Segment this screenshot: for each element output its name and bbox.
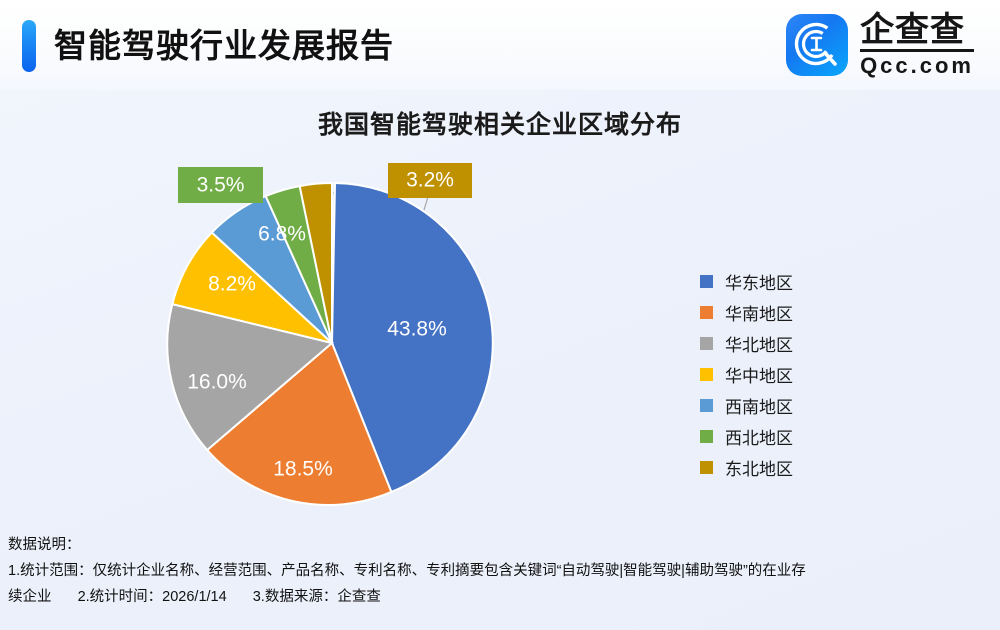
qcc-q-logo-icon	[786, 14, 849, 76]
pie-slice-huabei[interactable]	[166, 302, 335, 452]
legend-swatch-icon	[700, 430, 713, 443]
legend-item-label: 华北地区	[725, 336, 793, 355]
legend-item-label: 西北地区	[725, 429, 793, 448]
legend-item-huabei[interactable]: 华北地区	[700, 328, 900, 359]
chart-legend: 华东地区 华南地区 华北地区 华中地区 西南地区 西北地区 东北地区	[700, 266, 900, 483]
footnote-line-2: 续企业 2.统计时间：2026/1/14 3.数据来源：企查查	[8, 584, 992, 610]
legend-item-xinan[interactable]: 西南地区	[700, 390, 900, 421]
legend-item-label: 东北地区	[725, 460, 793, 479]
legend-item-label: 华中地区	[725, 367, 793, 386]
footnote: 数据说明： 1.统计范围：仅统计企业名称、经营范围、产品名称、专利名称、专利摘要…	[8, 532, 992, 610]
pie-slice-dongbei[interactable]	[298, 181, 333, 344]
brand-name-cn: 企查查	[860, 13, 974, 52]
legend-item-label: 华东地区	[725, 274, 793, 293]
header-accent-bar	[22, 20, 36, 72]
chart-title: 我国智能驾驶相关企业区域分布	[317, 111, 682, 139]
legend-item-huadong[interactable]: 华东地区	[700, 266, 900, 297]
footnote-line-2-source: 3.数据来源：企查查	[252, 589, 381, 605]
pie-label-xibei: 3.5%	[197, 174, 245, 197]
brand-logo: 企查查 Qcc.com	[786, 12, 974, 78]
footnote-line-1: 1.统计范围：仅统计企业名称、经营范围、产品名称、专利名称、专利摘要包含关键词“…	[8, 563, 806, 579]
page-title: 智能驾驶行业发展报告	[54, 27, 394, 64]
pie-callout-dongbei: 3.2%	[388, 163, 472, 198]
pie-label-huanan: 18.5%	[273, 458, 333, 481]
footnote-line-2-scope-cont: 续企业	[8, 589, 52, 605]
footnote-heading: 数据说明：	[8, 537, 81, 553]
pie-label-xinan: 6.8%	[258, 223, 306, 246]
pie-label-dongbei: 3.2%	[406, 169, 454, 192]
legend-swatch-icon	[700, 275, 713, 288]
pie-label-huabei: 16.0%	[187, 371, 247, 394]
brand-name-en: Qcc.com	[860, 53, 974, 78]
legend-item-label: 西南地区	[725, 398, 793, 417]
pie-chart: 43.8% 18.5% 16.0% 8.2% 6.8% 3.5% 3.2%	[166, 163, 494, 506]
legend-item-huanan[interactable]: 华南地区	[700, 297, 900, 328]
legend-item-dongbei[interactable]: 东北地区	[700, 452, 900, 483]
legend-swatch-icon	[700, 306, 713, 319]
page-header: 智能驾驶行业发展报告 企查查 Qcc.com	[0, 0, 1000, 90]
legend-swatch-icon	[700, 461, 713, 474]
pie-slice-huanan[interactable]	[205, 341, 393, 506]
legend-swatch-icon	[700, 368, 713, 381]
pie-slices	[166, 181, 494, 506]
footnote-line-2-time: 2.统计时间：2026/1/14	[77, 589, 227, 605]
legend-item-xibei[interactable]: 西北地区	[700, 421, 900, 452]
legend-swatch-icon	[700, 399, 713, 412]
legend-item-label: 华南地区	[725, 305, 793, 324]
chart-area: 43.8% 18.5% 16.0% 8.2% 6.8% 3.5% 3.2%	[0, 150, 1000, 510]
pie-callout-xibei: 3.5%	[178, 167, 263, 203]
legend-swatch-icon	[700, 337, 713, 350]
legend-item-huazhong[interactable]: 华中地区	[700, 359, 900, 390]
brand-logo-text: 企查查 Qcc.com	[860, 13, 974, 77]
pie-label-huadong: 43.8%	[387, 318, 447, 341]
pie-label-huazhong: 8.2%	[208, 273, 256, 296]
